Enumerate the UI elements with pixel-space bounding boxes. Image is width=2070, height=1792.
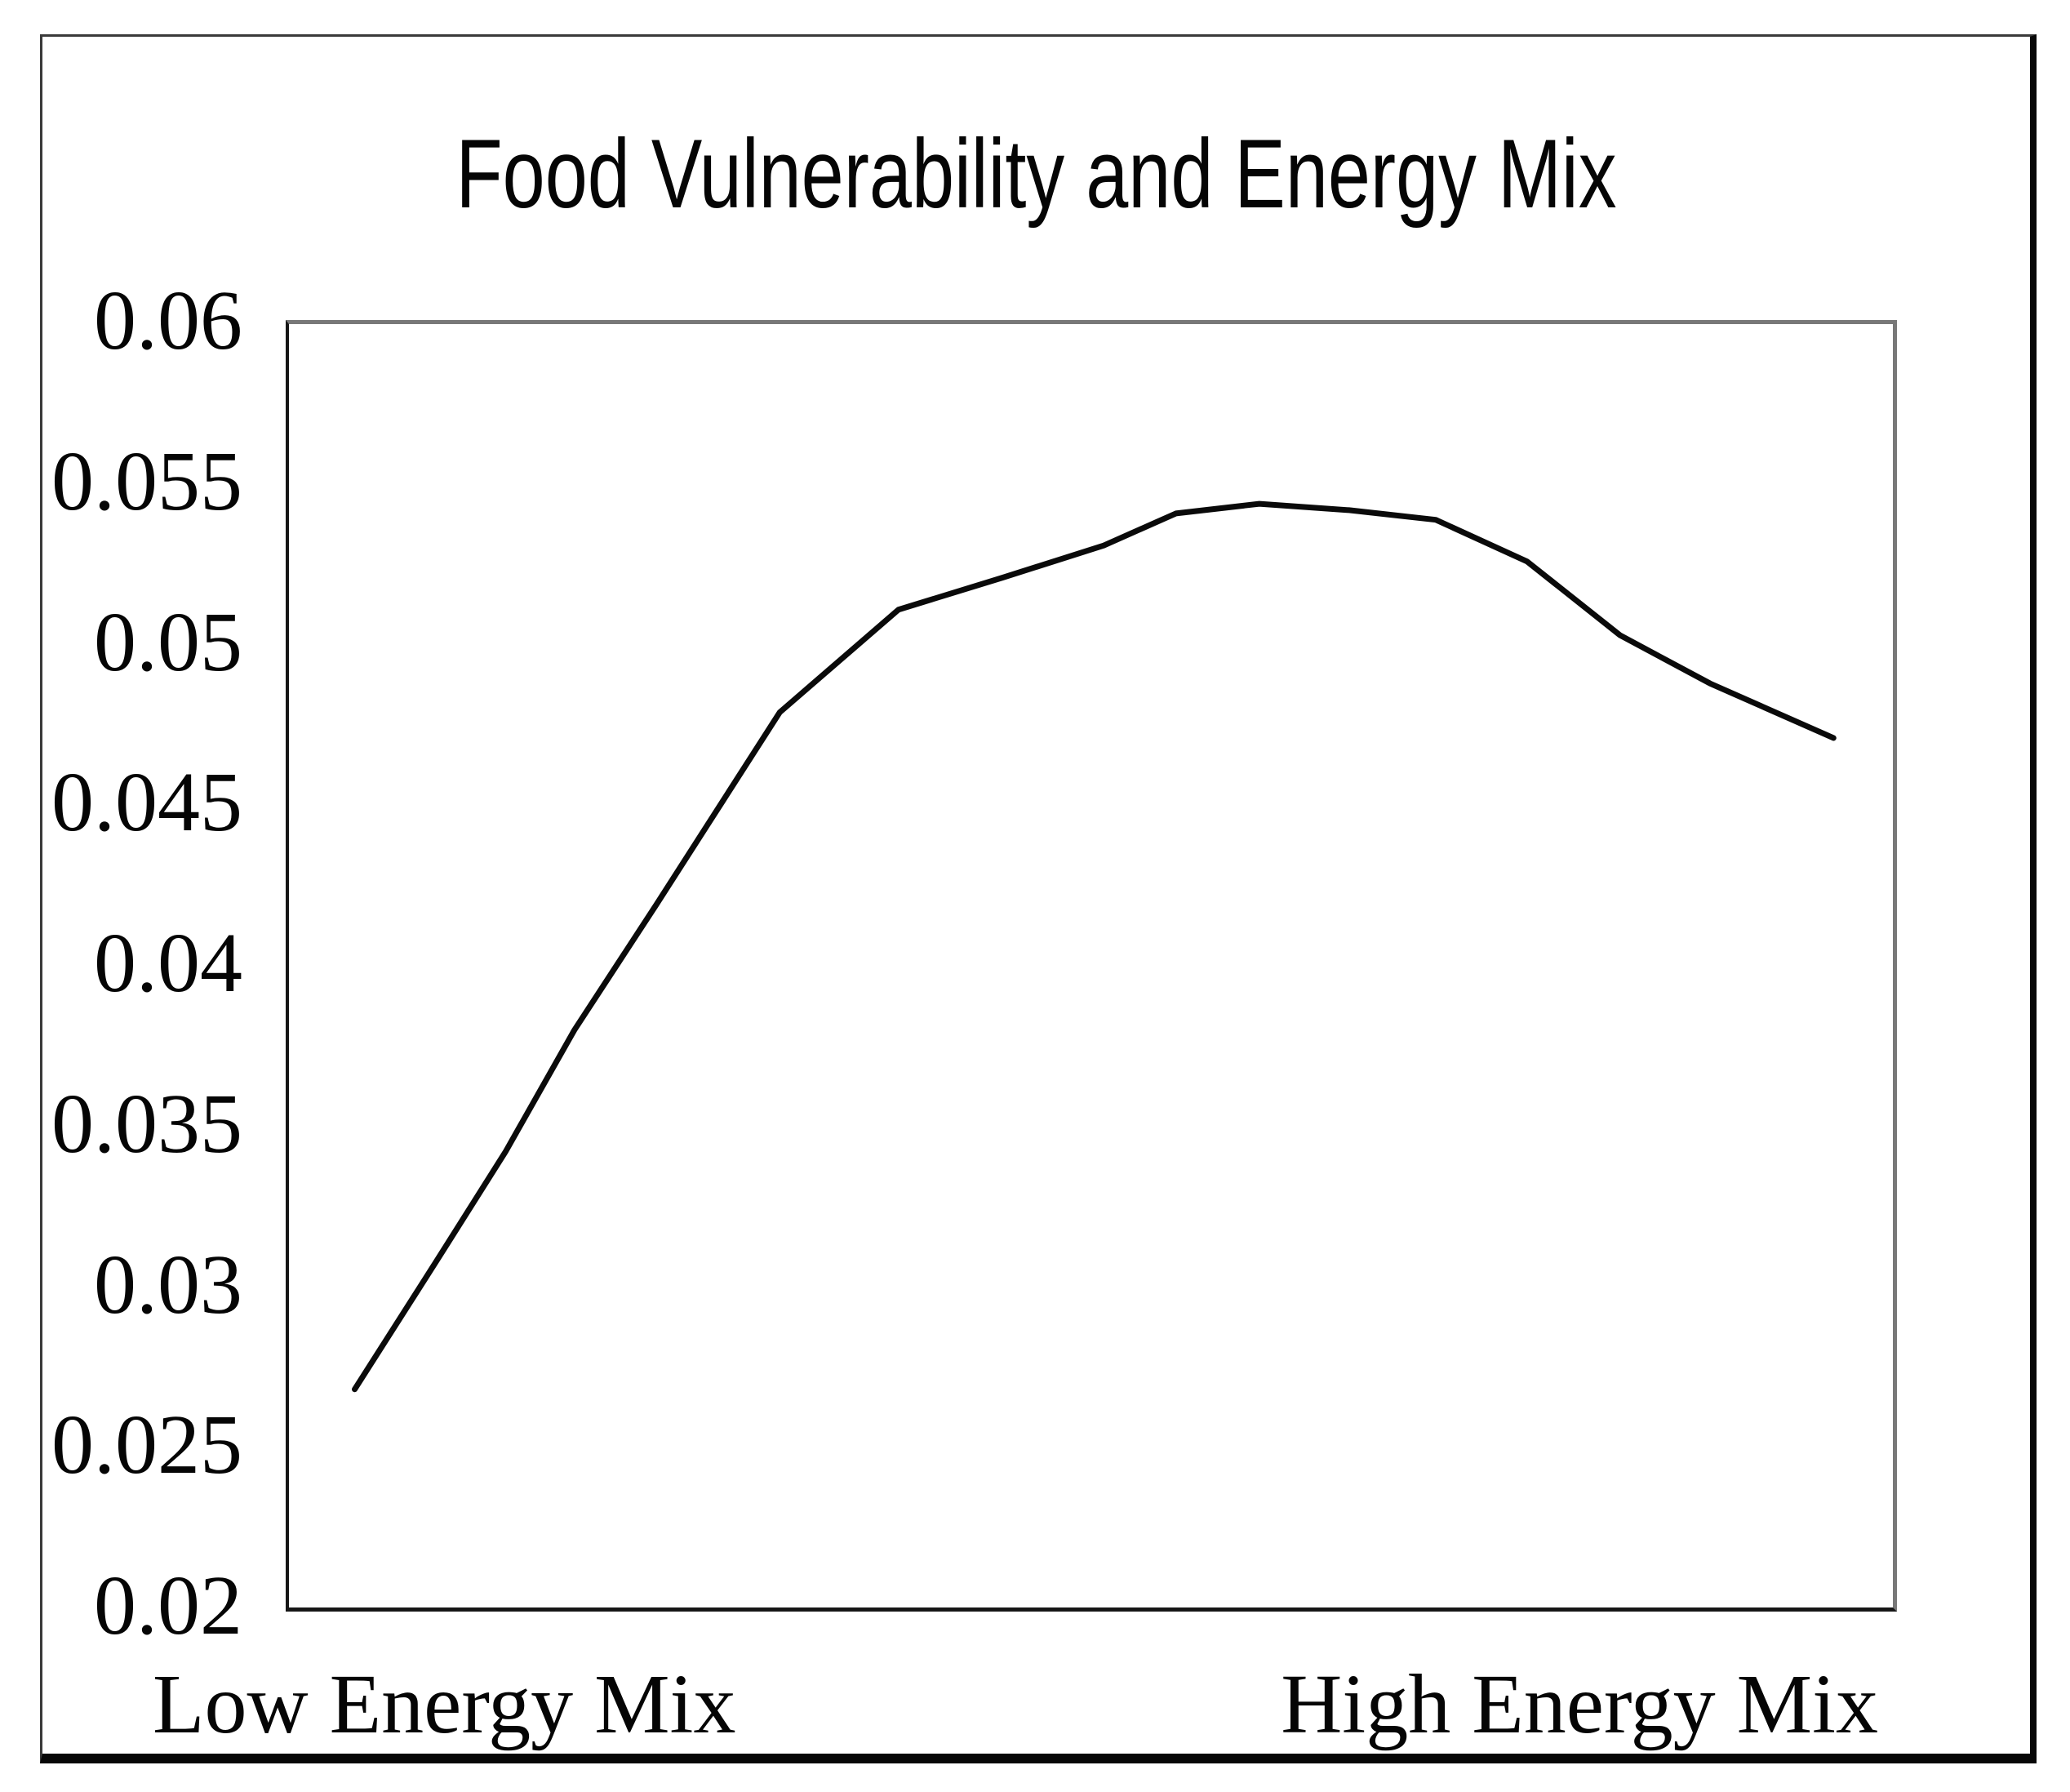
- plot-area: [286, 320, 1897, 1612]
- x-axis-label-low: Low Energy Mix: [153, 1657, 736, 1751]
- y-tick-label: 0.035: [51, 1076, 242, 1171]
- y-tick-label: 0.045: [51, 755, 242, 850]
- y-tick-label: 0.03: [94, 1237, 242, 1332]
- y-tick-label: 0.02: [94, 1558, 242, 1652]
- y-tick-label: 0.055: [51, 434, 242, 528]
- y-tick-label: 0.05: [94, 594, 242, 689]
- y-tick-label: 0.025: [51, 1398, 242, 1492]
- y-axis: 0.06 0.055 0.05 0.045 0.04 0.035 0.03 0.025 0.02: [42, 37, 242, 1754]
- y-tick-label: 0.06: [94, 273, 242, 367]
- vulnerability-curve: [352, 500, 1837, 1393]
- chart-title: Food Vulnerability and Energy Mix: [455, 119, 1617, 229]
- x-axis-label-high: High Energy Mix: [1281, 1657, 1878, 1751]
- x-axis: Low Energy Mix High Energy Mix: [42, 1660, 2030, 1758]
- y-tick-label: 0.04: [94, 915, 242, 1010]
- line-series: [352, 500, 1837, 1393]
- figure-border: Food Vulnerability and Energy Mix 0.06 0.…: [40, 34, 2037, 1763]
